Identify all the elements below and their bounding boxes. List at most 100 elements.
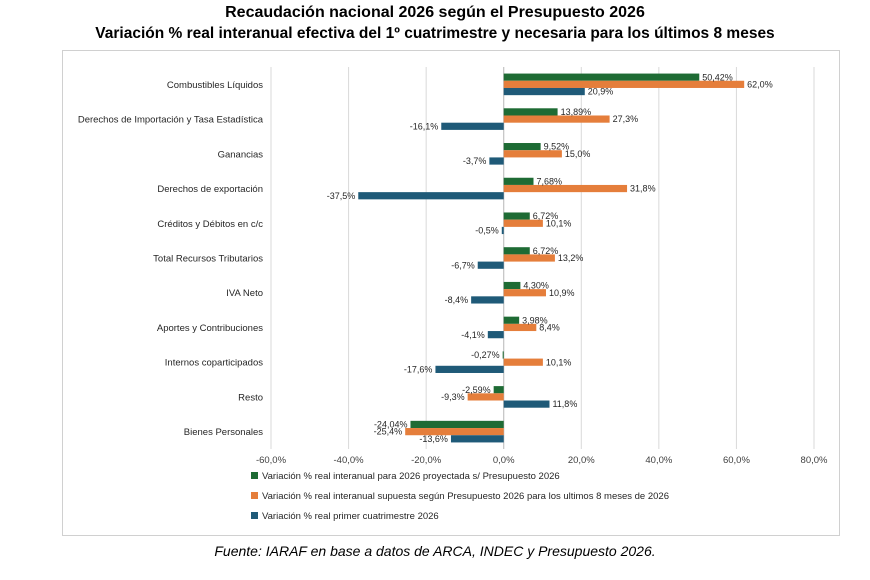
bar-series-3: [450, 435, 504, 443]
data-label: -0,5%: [475, 226, 499, 236]
bar-series-2: [503, 254, 555, 262]
data-label: 7,68%: [537, 176, 563, 186]
data-label: -37,5%: [327, 191, 356, 201]
data-label: 13,2%: [558, 253, 584, 263]
bar-series-1: [503, 247, 530, 255]
data-label: -2,59%: [462, 385, 491, 395]
bar-series-3: [503, 87, 585, 96]
data-label: -17,6%: [404, 364, 433, 374]
data-label: -4,1%: [461, 330, 485, 340]
chart-subtitle: Variación % real interanual efectiva del…: [95, 25, 775, 42]
data-label: -0,27%: [471, 350, 500, 360]
x-tick-label: -60,0%: [256, 455, 287, 466]
category-label: Total Recursos Tributarios: [153, 254, 263, 265]
x-tick-label: 20,0%: [568, 455, 595, 466]
bar-series-3: [487, 331, 504, 339]
bar-series-3: [471, 296, 504, 304]
bar-series-1: [503, 212, 530, 220]
bar-series-1: [502, 351, 504, 359]
category-label: Internos coparticipados: [165, 358, 263, 369]
x-tick-label: 80,0%: [801, 455, 828, 466]
category-label: Aportes y Contribuciones: [157, 323, 263, 334]
data-label: 31,8%: [630, 184, 656, 194]
bar-series-2: [503, 323, 537, 332]
data-label: -6,7%: [451, 260, 475, 270]
category-labels: Combustibles Líquidos Derechos de Importa…: [78, 80, 264, 438]
data-label: -25,4%: [374, 427, 403, 437]
data-label: 10,9%: [549, 288, 575, 298]
chart-title: Recaudación nacional 2026 según el Presu…: [225, 4, 645, 21]
legend-swatch: [251, 492, 258, 499]
category-label: Bienes Personales: [184, 427, 263, 438]
bar-series-3: [503, 400, 550, 408]
bar-series-1: [503, 108, 558, 116]
legend-entry: Variación % real interanual para 2026 pr…: [262, 471, 560, 482]
bar-series-3: [358, 192, 504, 200]
bar-series-2: [503, 80, 745, 88]
data-label: 15,0%: [565, 149, 591, 159]
category-label: Combustibles Líquidos: [167, 80, 263, 91]
data-label: -13,6%: [419, 434, 448, 444]
source-note: Fuente: IARAF en base a datos de ARCA, I…: [214, 543, 656, 559]
data-label: 20,9%: [588, 87, 614, 97]
data-label: 10,1%: [546, 218, 572, 228]
bar-series-2: [405, 428, 504, 436]
x-tick-label: 40,0%: [645, 455, 672, 466]
data-label: 27,3%: [613, 114, 639, 124]
data-label: 8,4%: [539, 323, 560, 333]
x-axis-ticks: -60,0% -40,0% -20,0% 0,0% 20,0% 40,0% 60,0% 80,…: [256, 455, 828, 466]
bar-chart: 50,42% 62,0% 20,9% 13,89% 27,3% -16,1% 9,52%15…: [78, 67, 828, 522]
bars: [358, 73, 745, 443]
data-label: 4,30%: [523, 281, 549, 291]
bar-series-3: [441, 122, 504, 130]
category-label: Resto: [238, 392, 263, 403]
bar-series-2: [503, 184, 628, 193]
data-label: -9,3%: [441, 392, 465, 402]
data-label: 50,42%: [702, 72, 733, 82]
data-label: -8,4%: [445, 295, 469, 305]
category-label: Créditos y Débitos en c/c: [157, 219, 263, 230]
bar-series-1: [493, 386, 504, 394]
data-label: 3,98%: [522, 315, 548, 325]
bar-series-3: [489, 157, 504, 165]
bar-series-3: [435, 365, 504, 373]
legend: Variación % real interanual para 2026 pr…: [251, 471, 669, 522]
category-label: Derechos de Importación y Tasa Estadísti…: [78, 115, 264, 126]
x-tick-label: 0,0%: [493, 455, 515, 466]
data-label: -24,04%: [374, 420, 408, 430]
legend-entry: Variación % real primer cuatrimestre 202…: [262, 511, 439, 522]
category-label: Ganancias: [218, 149, 264, 160]
bar-series-1: [503, 316, 520, 324]
bar-series-2: [503, 115, 610, 123]
data-label: 11,8%: [552, 399, 577, 409]
bar-series-1: [503, 281, 521, 290]
x-tick-label: 60,0%: [723, 455, 750, 466]
bar-series-3: [477, 261, 504, 269]
bar-series-2: [503, 150, 562, 158]
x-tick-label: -20,0%: [411, 455, 442, 466]
category-label: IVA Neto: [226, 288, 263, 299]
data-labels: 50,42% 62,0% 20,9% 13,89% 27,3% -16,1% 9,52%15…: [327, 72, 773, 444]
bar-series-3: [501, 226, 504, 235]
data-label: 62,0%: [747, 79, 773, 89]
data-label: -3,7%: [463, 156, 487, 166]
bar-series-2: [503, 289, 546, 297]
data-label: 9,52%: [544, 142, 570, 152]
legend-entry: Variación % real interanual supuesta seg…: [262, 491, 669, 502]
bar-series-2: [503, 219, 543, 227]
bar-series-2: [467, 393, 504, 401]
bar-series-2: [503, 358, 543, 366]
bar-series-1: [503, 73, 700, 81]
data-label: -16,1%: [410, 121, 439, 131]
x-tick-label: -40,0%: [334, 455, 365, 466]
bar-series-1: [503, 177, 534, 185]
data-label: 6,72%: [533, 211, 559, 221]
bar-series-1: [410, 420, 504, 429]
data-label: 10,1%: [546, 357, 572, 367]
bar-series-1: [503, 143, 541, 151]
chart-frame: 50,42% 62,0% 20,9% 13,89% 27,3% -16,1% 9,52% 15…: [62, 50, 840, 536]
category-label: Derechos de exportación: [157, 184, 263, 195]
data-label: 13,89%: [561, 107, 592, 117]
data-label: 6,72%: [533, 246, 559, 256]
legend-swatch: [251, 512, 258, 519]
